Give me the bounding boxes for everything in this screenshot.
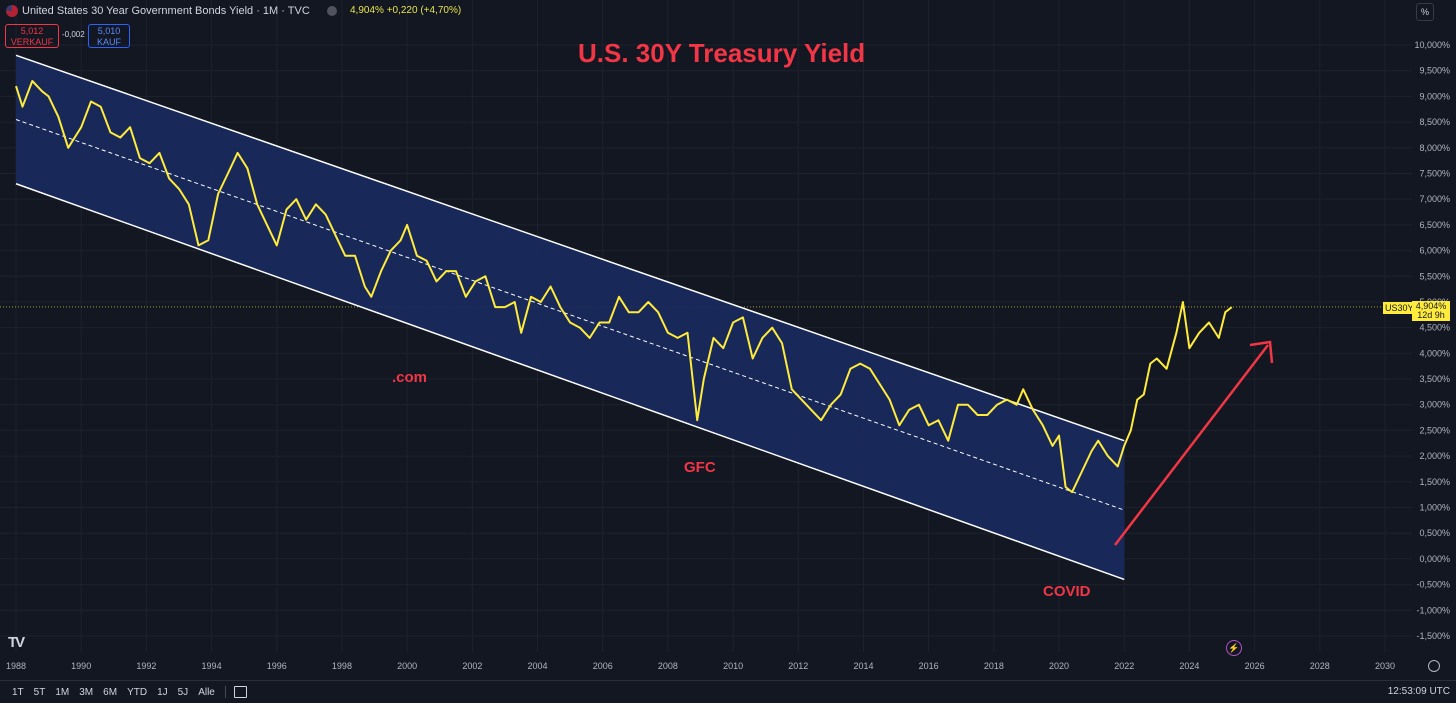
y-tick-label: 7,000% [1419,194,1450,204]
uptrend-arrow [1114,340,1274,546]
x-tick-label: 2008 [658,661,678,671]
x-tick-label: 2024 [1179,661,1199,671]
y-tick-label: 6,000% [1419,246,1450,256]
x-tick-label: 2022 [1114,661,1134,671]
arrow-shaft [1114,344,1269,546]
y-tick-label: 8,000% [1419,143,1450,153]
timeframe-ytd[interactable]: YTD [127,686,148,698]
x-tick-label: 2030 [1375,661,1395,671]
y-tick-label: 2,500% [1419,425,1450,435]
symbol-quote: 4,904% +0,220 (+4,70%) [350,5,462,16]
y-axis: 10,000% 9,500% 9,000% 8,500% 8,000% 7,500% 7,0… [1414,40,1450,641]
y-tick-label: 4,000% [1419,348,1450,358]
x-tick-label: 2000 [397,661,417,671]
y-tick-label: 1,000% [1419,503,1450,513]
buy-button[interactable]: 5,010 KAUF [88,24,130,48]
x-tick-label: 2028 [1310,661,1330,671]
channel-upper-line [15,54,1125,442]
x-tick-label: 2026 [1245,661,1265,671]
y-tick-label: 6,500% [1419,220,1450,230]
y-tick-label: -1,000% [1416,605,1450,615]
y-tick-label: 7,500% [1419,168,1450,178]
x-tick-label: 2012 [788,661,808,671]
x-tick-label: 1992 [136,661,156,671]
timeframe-6m[interactable]: 6M [103,686,118,698]
timeframe-5j[interactable]: 5J [177,686,189,698]
x-tick-label: 2016 [919,661,939,671]
x-tick-label: 2006 [593,661,613,671]
x-axis: 1988 1990 1992 1994 1996 1998 2000 2002 2004 2006… [6,661,1395,671]
buy-label: KAUF [96,37,121,47]
percent-scale-button[interactable]: % [1416,3,1434,21]
x-tick-label: 1990 [71,661,91,671]
arrow-head [1249,340,1274,364]
annotation-covid: COVID [1043,583,1091,600]
chart-title: U.S. 30Y Treasury Yield [578,38,866,68]
channel-lower-line [15,183,1125,581]
y-tick-label: 1,500% [1419,477,1450,487]
y-tick-label: 4,500% [1419,323,1450,333]
yield-series [15,80,1233,494]
timeframe-alle[interactable]: Alle [198,686,215,698]
y-tick-label: 2,000% [1419,451,1450,461]
x-tick-label: 2002 [462,661,482,671]
sell-price: 5,012 [20,26,44,36]
y-tick-label: 9,000% [1419,91,1450,101]
utc-clock[interactable]: 12:53:09 UTC [1387,686,1450,697]
y-tick-label: 8,500% [1419,117,1450,127]
timeframe-3m[interactable]: 3M [79,686,94,698]
timeframe-1t[interactable]: 1T [12,686,24,698]
x-tick-label: 1996 [267,661,287,671]
trend-channel [15,54,1125,581]
last-price-value: 4,904% [1415,301,1447,311]
spread-value: -0,002 [62,30,85,39]
visibility-icon[interactable] [327,6,337,16]
buy-price: 5,010 [97,26,121,36]
x-tick-label: 2020 [1049,661,1069,671]
y-tick-label: 3,500% [1419,374,1450,384]
y-tick-label: 0,000% [1419,554,1450,564]
y-tick-label: 5,500% [1419,271,1450,281]
y-tick-label: 10,000% [1414,40,1450,50]
y-tick-label: -0,500% [1416,580,1450,590]
x-tick-label: 1998 [332,661,352,671]
symbol-title[interactable]: United States 30 Year Government Bonds Y… [22,5,310,17]
yield-line [15,80,1233,494]
bar-countdown: 12d 9h [1417,310,1445,320]
timeframe-5t[interactable]: 5T [33,686,46,698]
annotation-dotcom: .com [392,369,428,386]
x-tick-label: 2018 [984,661,1004,671]
timeframe-bar: 1T 5T 1M 3M 6M YTD 1J 5J Alle 12:53:09 U… [0,680,1456,703]
calendar-icon[interactable] [233,686,247,698]
x-tick-label: 2010 [723,661,743,671]
x-tick-label: 1988 [6,661,26,671]
lightning-icon[interactable]: ⚡ [1226,640,1242,656]
y-tick-label: 9,500% [1419,66,1450,76]
tradingview-logo-icon[interactable]: TV [8,634,25,651]
gear-icon[interactable] [1428,660,1440,672]
y-tick-label: -1,500% [1416,631,1450,641]
us-flag-icon [6,5,18,17]
x-tick-label: 2014 [853,661,873,671]
channel-fill [16,55,1125,580]
x-tick-label: 1994 [202,661,222,671]
timeframe-1m[interactable]: 1M [55,686,70,698]
toolbar-divider [224,686,226,698]
x-tick-label: 2004 [528,661,548,671]
annotation-gfc: GFC [684,459,716,476]
sell-button[interactable]: 5,012 VERKAUF [5,24,59,48]
timeframe-1j[interactable]: 1J [157,686,168,698]
y-tick-label: 0,500% [1419,528,1450,538]
last-price-label: 4,904% 12d 9h [1412,301,1450,321]
symbol-price-tag: US30Y [1383,302,1416,314]
y-tick-label: 3,000% [1419,400,1450,410]
sell-label: VERKAUF [10,37,54,47]
chart-canvas: 10,000% 9,500% 9,000% 8,500% 8,000% 7,500% 7,0… [0,0,1450,671]
